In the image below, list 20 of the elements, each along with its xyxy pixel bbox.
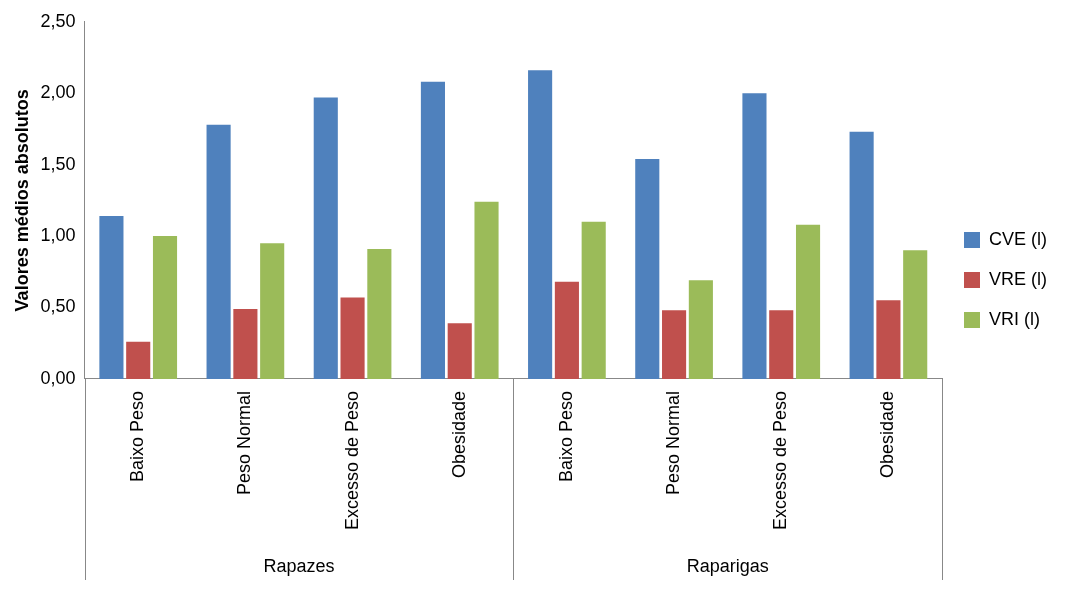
- x-tick-label: Peso Normal: [234, 390, 255, 495]
- text: Raparigas: [686, 555, 769, 576]
- legend-label: VRE (l): [989, 268, 1047, 289]
- x-tick-label: Peso Normal: [663, 390, 684, 495]
- x-tick-label: Baixo Peso: [127, 390, 148, 482]
- y-tick-label: 0,50: [40, 296, 76, 317]
- x-tick-label: Excesso de Peso: [341, 390, 362, 530]
- legend-label: VRI (l): [989, 308, 1040, 329]
- y-tick-label: 2,00: [40, 82, 76, 103]
- y-tick-label: 1,50: [40, 153, 76, 174]
- x-tick-label: Excesso de Peso: [770, 390, 791, 530]
- x-tick-label: Obesidade: [877, 390, 898, 478]
- y-tick-label: 1,00: [40, 225, 76, 246]
- x-tick-label: Baixo Peso: [555, 390, 576, 482]
- text: Rapazes: [263, 555, 335, 576]
- y-tick-label: 2,50: [40, 10, 76, 31]
- y-axis-title: Valores médios absolutos: [11, 89, 32, 312]
- x-tick-label: Obesidade: [448, 390, 469, 478]
- legend-label: CVE (l): [989, 228, 1047, 249]
- y-tick-label: 0,00: [40, 367, 76, 388]
